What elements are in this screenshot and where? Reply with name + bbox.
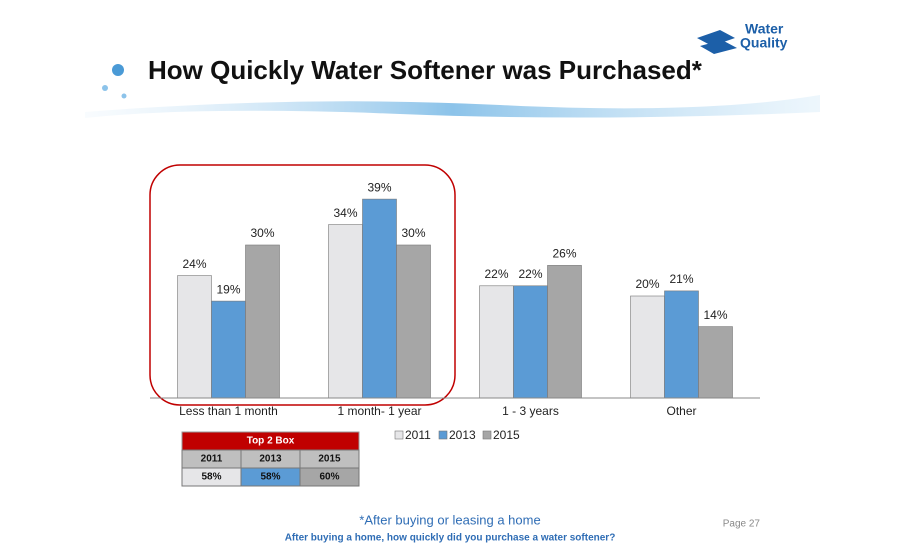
- legend-label: 2011: [405, 428, 431, 442]
- bar: [479, 285, 514, 399]
- value-label: 19%: [216, 282, 240, 296]
- table-header: 2013: [259, 454, 282, 465]
- chart: Less than 1 month 24% 19% 30% 1 month- 1 yea…: [150, 180, 760, 442]
- legend-swatch: [394, 430, 404, 440]
- table-header: 2015: [318, 454, 341, 465]
- value-label: 30%: [401, 226, 425, 240]
- bubble: [112, 64, 124, 76]
- footnote: *After buying or leasing a home: [359, 512, 540, 527]
- value-label: 24%: [182, 257, 206, 271]
- logo-mark: [697, 30, 737, 54]
- legend-swatch: [438, 430, 448, 440]
- bar: [513, 285, 548, 399]
- table-value-cell: [299, 467, 360, 487]
- bar: [177, 275, 212, 399]
- question: After buying a home, how quickly did you…: [285, 533, 616, 544]
- top2box-table: Top 2 Box 2011 58% 2013 58% 2015 60%: [181, 431, 360, 487]
- bubble: [121, 93, 127, 99]
- bar: [630, 295, 665, 399]
- table-value: 58%: [201, 472, 221, 483]
- x-tick-label: Other: [666, 404, 696, 418]
- highlight-box: [149, 164, 456, 406]
- value-label: 30%: [250, 226, 274, 240]
- value-label: 39%: [367, 180, 391, 194]
- value-label: 21%: [669, 272, 693, 286]
- x-tick-label: Less than 1 month: [179, 404, 278, 418]
- bubble: [102, 85, 108, 91]
- value-label: 14%: [703, 308, 727, 322]
- table-title: Top 2 Box: [247, 436, 295, 447]
- value-label: 26%: [552, 247, 576, 261]
- slide-title: How Quickly Water Softener was Purchased…: [148, 55, 703, 85]
- bar: [211, 300, 246, 399]
- bar: [245, 244, 280, 399]
- logo-text: Water: [745, 21, 784, 37]
- page-number: Page 27: [723, 519, 761, 530]
- bar: [664, 290, 699, 399]
- x-tick-label: 1 month- 1 year: [337, 404, 421, 418]
- table-header: 2011: [201, 454, 223, 465]
- x-tick-label: 1 - 3 years: [502, 404, 559, 418]
- legend-label: 2015: [493, 428, 520, 442]
- bar: [328, 224, 363, 399]
- logo-text: Quality: [740, 35, 788, 51]
- bar: [547, 265, 582, 399]
- wave-decoration: [85, 95, 820, 118]
- table-value: 60%: [319, 472, 339, 483]
- legend-label: 2013: [449, 428, 476, 442]
- table-value: 58%: [260, 472, 280, 483]
- bar: [396, 244, 431, 399]
- value-label: 22%: [518, 267, 542, 281]
- legend-swatch: [482, 430, 492, 440]
- value-label: 20%: [635, 277, 659, 291]
- bar: [362, 198, 397, 399]
- value-label: 34%: [333, 206, 357, 220]
- bar: [698, 326, 733, 399]
- value-label: 22%: [484, 267, 508, 281]
